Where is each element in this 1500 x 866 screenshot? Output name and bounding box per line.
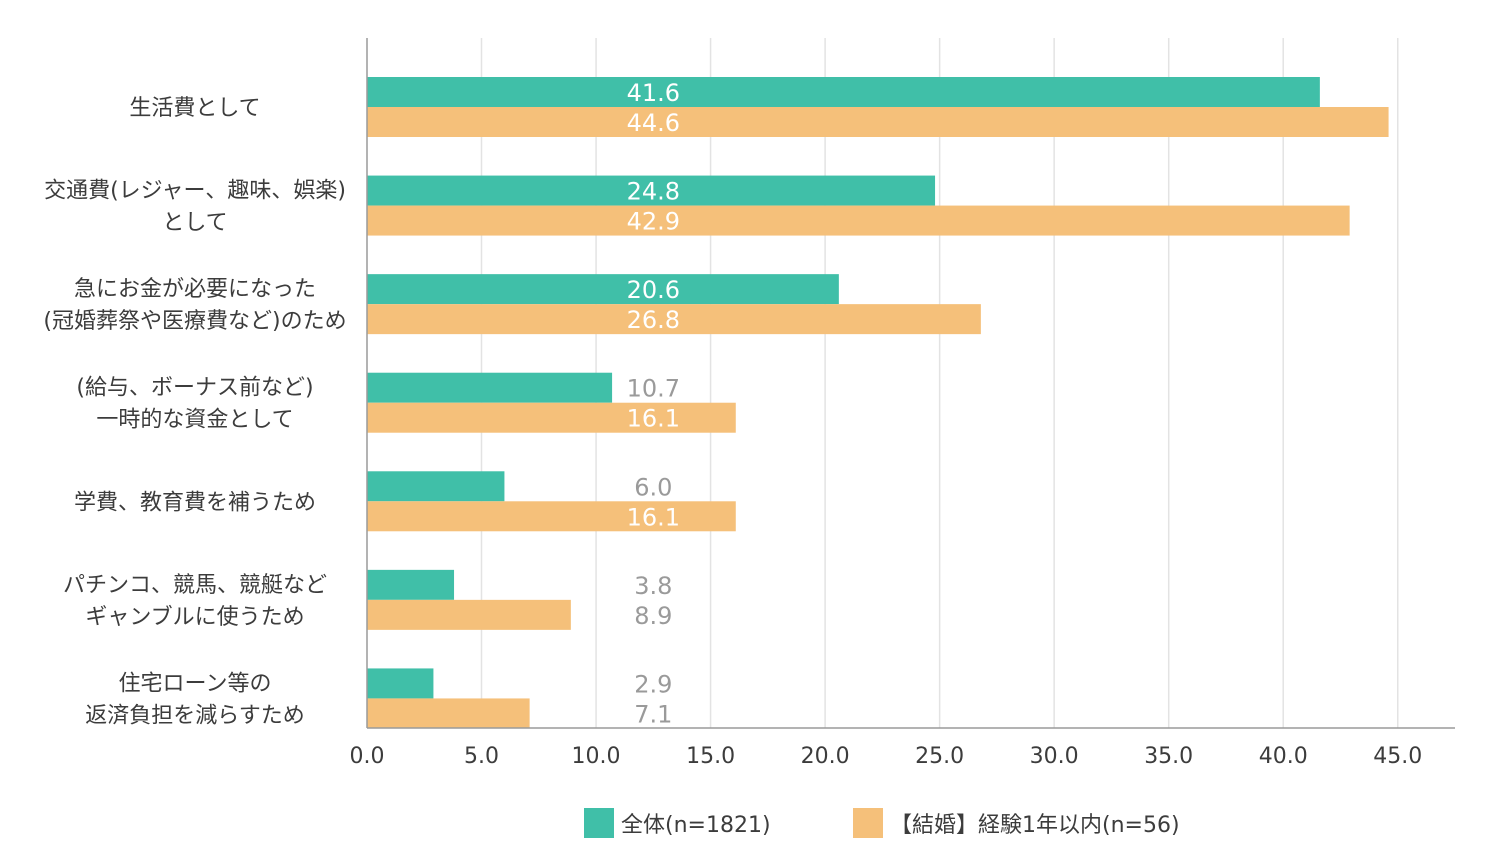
- legend-swatch-married: [853, 808, 883, 838]
- bar-overall-3: [367, 372, 613, 403]
- data-label: 20.6: [627, 276, 680, 304]
- bar-overall-2: [367, 274, 839, 305]
- legend-swatch-overall: [584, 808, 614, 838]
- bar-married-4: [367, 501, 736, 532]
- category-label: 返済負担を減らすため: [85, 703, 305, 728]
- x-tick-label: 10.0: [572, 744, 621, 769]
- legend: 全体(n=1821) 【結婚】経験1年以内(n=56): [584, 808, 1180, 838]
- legend-label: 全体(n=1821): [621, 813, 771, 838]
- bar-overall-4: [367, 471, 505, 502]
- bar-overall-1: [367, 175, 936, 206]
- category-label: 一時的な資金として: [96, 408, 293, 433]
- data-label: 24.8: [627, 178, 680, 206]
- x-tick-label: 15.0: [686, 744, 735, 769]
- category-label: 生活費として: [129, 96, 260, 121]
- data-label: 8.9: [634, 602, 672, 630]
- x-tick-label: 30.0: [1030, 744, 1079, 769]
- x-tick-label: 45.0: [1373, 744, 1422, 769]
- x-tick-label: 35.0: [1144, 744, 1193, 769]
- category-label: (冠婚葬祭や医療費など)のため: [43, 309, 346, 334]
- data-label: 26.8: [627, 306, 680, 334]
- x-tick-label: 20.0: [801, 744, 850, 769]
- data-label: 16.1: [627, 503, 680, 531]
- category-label: 学費、教育費を補うため: [74, 490, 316, 515]
- category-label: パチンコ、競馬、競艇など: [63, 573, 327, 598]
- category-label: 交通費(レジャー、趣味、娯楽): [44, 179, 346, 204]
- x-tick-label: 25.0: [915, 744, 964, 769]
- category-label: として: [162, 211, 227, 236]
- data-label: 10.7: [627, 375, 680, 403]
- value-labels: 41.644.624.842.920.626.810.716.16.016.13…: [627, 79, 680, 728]
- x-tick-label: 0.0: [350, 744, 385, 769]
- category-label: 住宅ローン等の: [119, 671, 272, 696]
- data-label: 41.6: [627, 79, 680, 107]
- bar-married-5: [367, 599, 571, 630]
- category-label: 急にお金が必要になった: [74, 277, 316, 302]
- legend-label: 【結婚】経験1年以内(n=56): [890, 813, 1180, 838]
- bar-overall-5: [367, 569, 455, 600]
- bar-married-3: [367, 402, 736, 433]
- bars: [367, 77, 1389, 729]
- data-label: 42.9: [627, 208, 680, 236]
- category-label: ギャンブルに使うため: [85, 605, 304, 630]
- bar-married-2: [367, 304, 981, 335]
- data-label: 16.1: [627, 405, 680, 433]
- axes: [366, 38, 1455, 729]
- x-tick-labels: 0.0 5.0 10.0 15.0 20.0 25.0 30.0 35.0 40.0 45.0: [350, 744, 1423, 769]
- data-label: 44.6: [627, 109, 680, 137]
- bar-married-6: [367, 698, 530, 729]
- x-tick-label: 40.0: [1259, 744, 1308, 769]
- bar-married-1: [367, 205, 1350, 236]
- data-label: 7.1: [634, 700, 672, 728]
- x-tick-label: 5.0: [464, 744, 499, 769]
- bar-overall-6: [367, 668, 434, 699]
- gridlines: [480, 38, 1399, 728]
- category-label: (給与、ボーナス前など): [76, 376, 313, 401]
- data-label: 3.8: [634, 572, 672, 600]
- data-label: 2.9: [634, 670, 672, 698]
- data-label: 6.0: [634, 473, 672, 501]
- bar-overall-0: [367, 77, 1320, 107]
- bar-married-0: [367, 107, 1389, 137]
